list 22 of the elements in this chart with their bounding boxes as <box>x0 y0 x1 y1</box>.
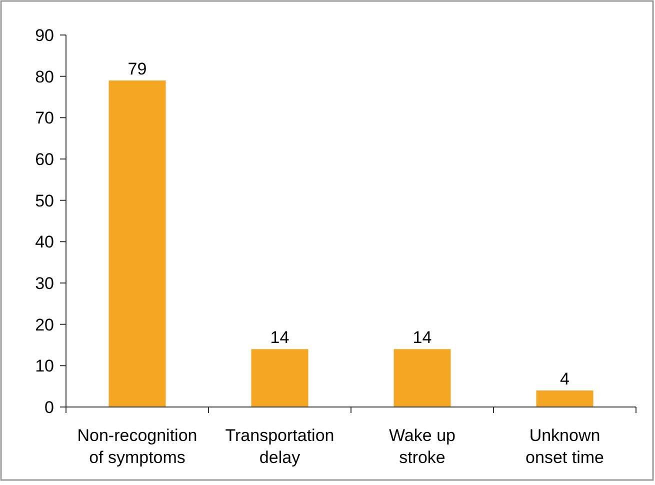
bar <box>394 349 451 407</box>
y-tick-label: 60 <box>35 150 54 169</box>
x-tick-label: Non-recognition of symptoms <box>77 426 198 467</box>
x-tick-label: Wake up stroke <box>389 426 456 467</box>
y-tick-label: 20 <box>35 315 54 334</box>
y-tick-label: 90 <box>35 26 54 45</box>
bar <box>536 390 594 407</box>
y-tick-label: 0 <box>44 398 54 417</box>
x-tick-label: Transportation delay <box>225 426 334 467</box>
y-tick-label: 10 <box>35 356 54 376</box>
y-tick-label: 40 <box>35 232 54 252</box>
bar <box>251 349 308 407</box>
y-tick-label: 30 <box>35 274 54 293</box>
data-label: 4 <box>560 369 570 388</box>
data-label: 14 <box>270 328 290 348</box>
data-label: 79 <box>128 59 147 78</box>
y-tick-label: 80 <box>35 67 54 86</box>
y-tick-label: 50 <box>35 191 54 210</box>
data-label: 14 <box>412 328 432 348</box>
x-tick-label: Unknown onset time <box>526 426 604 467</box>
y-tick-label: 70 <box>35 108 54 128</box>
bar <box>108 80 166 407</box>
